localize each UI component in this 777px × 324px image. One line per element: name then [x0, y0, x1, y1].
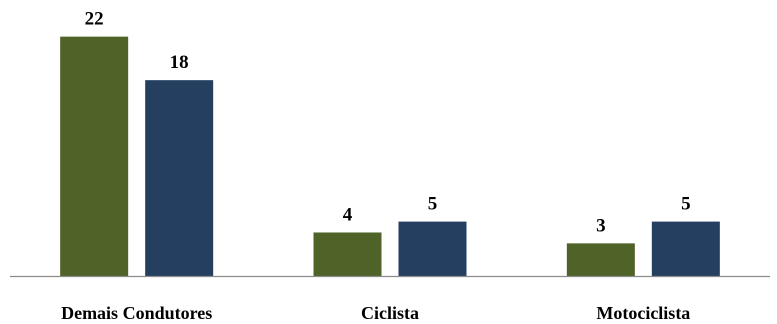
bar-series-2-motociclista — [651, 221, 720, 276]
data-label: 4 — [343, 204, 353, 225]
bar-series-2-ciclista — [398, 221, 467, 276]
data-label: 5 — [428, 194, 438, 215]
data-label: 18 — [170, 52, 189, 73]
bar-series-1-motociclista — [566, 243, 635, 276]
x-tick-label: Ciclista — [361, 303, 419, 323]
x-tick-label: Motociclista — [596, 303, 690, 323]
data-label: 3 — [596, 215, 606, 236]
data-label: 5 — [681, 194, 691, 215]
data-label: 22 — [85, 9, 104, 30]
bar-series-1-ciclista — [313, 232, 382, 276]
bar-series-2-demais-condutores — [145, 80, 214, 276]
x-tick-label: Demais Condutores — [61, 303, 212, 323]
bar-series-1-demais-condutores — [60, 36, 129, 276]
